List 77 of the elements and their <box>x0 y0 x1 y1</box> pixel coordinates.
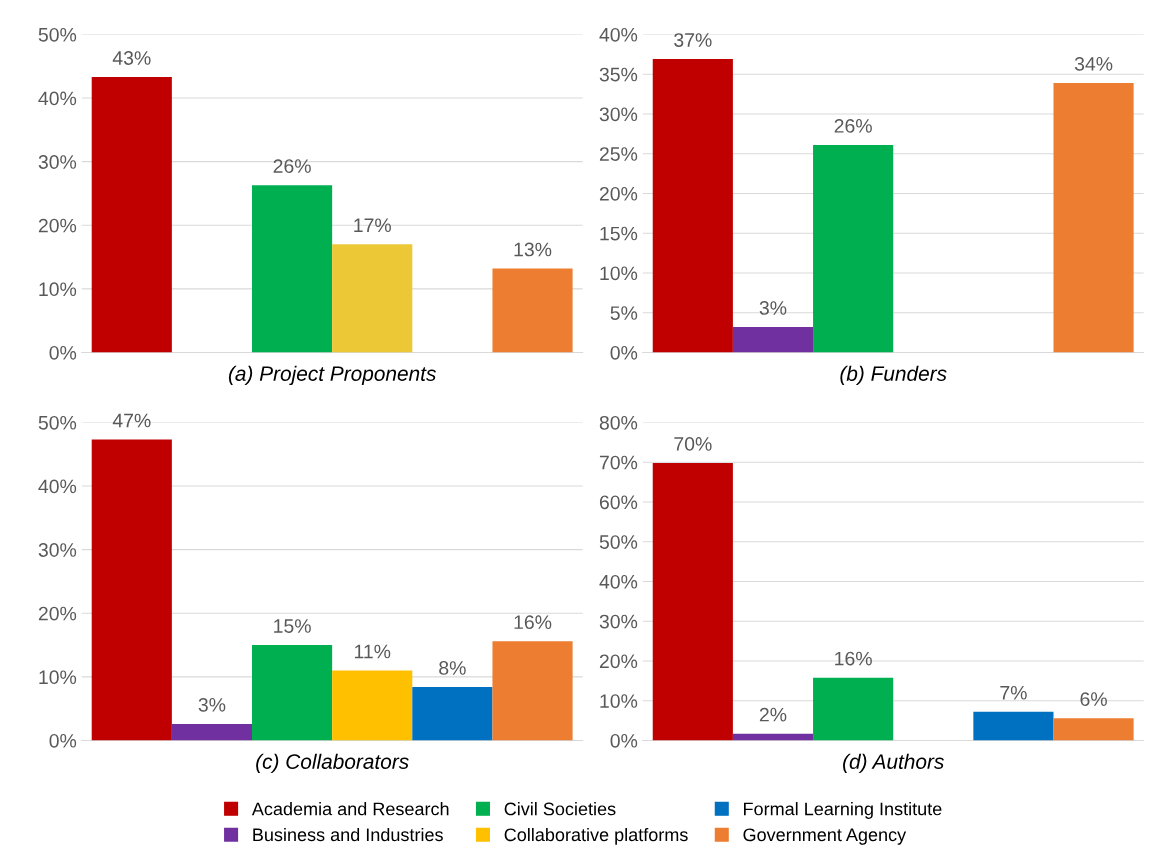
data-label: 8% <box>439 661 466 675</box>
y-tick-label: 10% <box>39 282 77 297</box>
data-label: 47% <box>112 413 151 428</box>
x-axis-title: (a) Project Proponents <box>228 365 436 386</box>
y-tick-label: 70% <box>599 455 638 470</box>
bar <box>91 77 172 353</box>
x-axis-title: (d) Authors <box>843 753 944 774</box>
bar <box>171 723 253 741</box>
y-tick-label: 20% <box>599 654 638 669</box>
data-label: 70% <box>674 437 712 451</box>
y-tick-label: 20% <box>38 606 77 621</box>
bar <box>492 641 573 741</box>
bar <box>252 185 333 353</box>
y-tick-label: 50% <box>38 27 77 42</box>
bar <box>813 144 894 353</box>
bar <box>1053 718 1134 741</box>
data-label: 3% <box>198 697 226 712</box>
y-tick-label: 10% <box>39 670 77 685</box>
y-tick-label: 10% <box>600 266 638 281</box>
x-axis-title: (c) Collaborators <box>256 753 409 774</box>
y-tick-label: 35% <box>599 67 638 82</box>
data-label: 26% <box>273 159 311 174</box>
y-tick-label: 0% <box>610 733 638 748</box>
y-tick-label: 40% <box>599 574 638 589</box>
bar <box>1053 82 1134 353</box>
legend-label: Civil Societies <box>504 802 616 816</box>
data-label: 7% <box>1000 685 1027 700</box>
y-tick-label: 50% <box>38 415 77 430</box>
legend-label: Formal Learning Institute <box>744 802 942 819</box>
y-tick-label: 30% <box>599 107 638 122</box>
bar <box>91 439 172 741</box>
y-tick-label: 0% <box>610 345 638 360</box>
bar <box>252 645 333 741</box>
bar <box>492 268 573 353</box>
y-tick-label: 50% <box>599 535 638 549</box>
legend-label: Business and Industries <box>253 827 443 842</box>
data-label: 6% <box>1080 692 1107 707</box>
data-label: 16% <box>514 615 552 630</box>
y-tick-label: 10% <box>600 694 638 708</box>
legend-label: Collaborative platforms <box>504 827 688 845</box>
y-tick-label: 30% <box>38 543 77 557</box>
bar <box>652 462 733 741</box>
y-tick-label: 20% <box>599 186 638 201</box>
bar <box>412 687 493 741</box>
y-tick-label: 40% <box>599 27 638 42</box>
data-label: 13% <box>514 242 552 257</box>
data-label: 2% <box>759 707 787 722</box>
data-label: 11% <box>354 644 391 659</box>
y-tick-label: 30% <box>599 614 638 629</box>
legend-label: Government Agency <box>743 828 907 845</box>
y-tick-label: 0% <box>49 733 77 748</box>
bar <box>332 244 413 353</box>
bar <box>652 59 733 353</box>
data-label: 16% <box>835 651 872 666</box>
data-label: 17% <box>354 218 391 233</box>
bar <box>732 327 814 353</box>
bar <box>973 711 1054 741</box>
bar <box>813 677 894 741</box>
data-label: 26% <box>834 119 872 133</box>
y-tick-label: 15% <box>600 226 638 241</box>
data-label: 3% <box>759 301 787 315</box>
data-label: 34% <box>1074 56 1113 71</box>
y-tick-label: 60% <box>599 495 638 510</box>
y-tick-label: 40% <box>38 479 77 494</box>
y-tick-label: 5% <box>610 306 638 320</box>
y-tick-label: 0% <box>49 345 77 360</box>
y-tick-label: 20% <box>38 218 77 233</box>
legend-label: Academia and Research <box>251 802 449 816</box>
y-tick-label: 30% <box>38 155 77 169</box>
data-label: 43% <box>112 51 151 65</box>
bar <box>332 670 413 741</box>
data-label: 37% <box>674 33 712 47</box>
y-tick-label: 40% <box>38 91 77 106</box>
y-tick-label: 25% <box>599 147 638 161</box>
y-tick-label: 80% <box>599 415 638 430</box>
data-label: 15% <box>274 619 311 633</box>
x-axis-title: (b) Funders <box>840 365 947 386</box>
